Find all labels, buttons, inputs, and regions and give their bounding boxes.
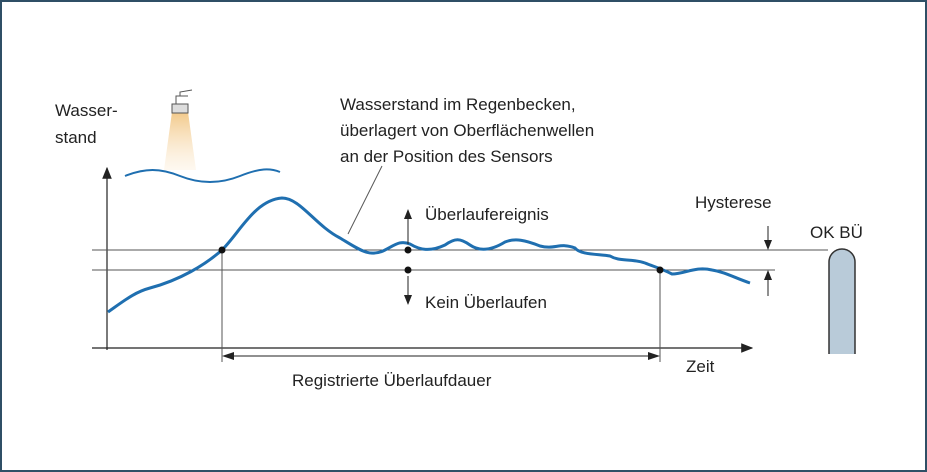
water-level-curve (107, 196, 751, 314)
crossing-points (218, 246, 664, 274)
curve-note: überlagert von Oberflächenwellen (340, 121, 594, 140)
y-axis-label: Wasser- (55, 101, 118, 120)
overflow-label: Überlaufereignis (425, 205, 549, 224)
x-axis-label: Zeit (686, 357, 715, 376)
curve-note: Wasserstand im Regenbecken, (340, 95, 576, 114)
leader-line (347, 165, 383, 235)
hysteresis-label: Hysterese (695, 193, 772, 212)
weir-label: OK BÜ (810, 223, 863, 242)
surface-wave (124, 168, 281, 183)
curve-note: an der Position des Sensors (340, 147, 553, 166)
sensor (164, 89, 196, 170)
no-overflow-label: Kein Überlaufen (425, 293, 547, 312)
weir (828, 248, 856, 354)
duration-label: Registrierte Überlaufdauer (292, 371, 492, 390)
y-axis-label: stand (55, 128, 97, 147)
